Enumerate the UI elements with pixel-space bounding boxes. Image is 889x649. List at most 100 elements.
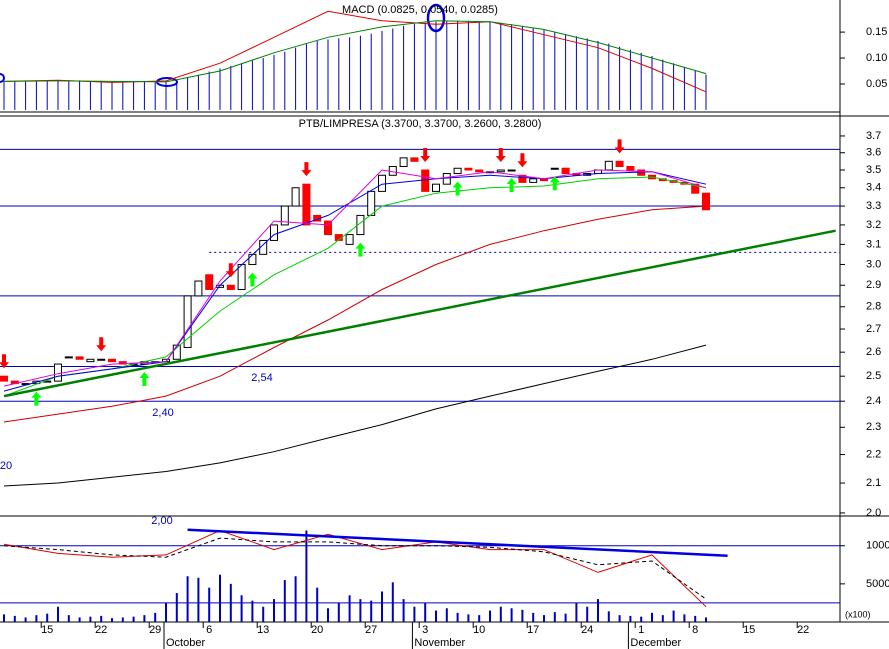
candle	[367, 190, 376, 216]
volume-bar	[607, 611, 610, 622]
volume-bar	[273, 599, 275, 622]
candle	[54, 363, 62, 382]
volume-bar	[100, 615, 103, 622]
volume-bar	[629, 615, 632, 622]
volume-bar	[35, 615, 38, 622]
month-label: December	[630, 637, 681, 649]
volume-bar	[175, 593, 178, 622]
volume-bar	[316, 587, 319, 622]
volume-bar	[391, 582, 394, 622]
x-tick-label: 15	[743, 624, 755, 636]
candle	[604, 160, 613, 171]
candle	[550, 167, 559, 170]
candle	[302, 183, 311, 226]
indicator-line	[3, 537, 707, 600]
candle	[248, 253, 257, 265]
y-tick-label: 0.15	[866, 26, 887, 38]
x-tick-label: 22	[797, 624, 809, 636]
y-tick-label: 2.2	[866, 448, 881, 460]
y-tick-label: 2.7	[866, 323, 881, 335]
volume-bar	[661, 615, 664, 622]
volume-bar	[499, 606, 502, 622]
indicator-line	[3, 176, 707, 397]
sell-arrow	[420, 148, 431, 163]
candle	[464, 167, 473, 171]
volume-bar	[586, 606, 589, 622]
sell-arrow	[614, 139, 625, 154]
candle	[280, 205, 289, 226]
level-annotation: 2,40	[152, 407, 173, 419]
x-tick-label: 6	[206, 624, 212, 636]
volume-bar	[208, 587, 211, 622]
indicator-line	[3, 169, 707, 387]
volume-bar	[305, 530, 308, 622]
y-tick-label: 3.0	[866, 258, 881, 270]
x-tick-label: 13	[257, 624, 269, 636]
volume-bar	[445, 608, 448, 622]
buy-arrow	[139, 372, 150, 387]
volume-bar	[337, 602, 340, 622]
volume-bar	[327, 608, 329, 622]
buy-arrow	[452, 181, 463, 196]
x-tick-label: 27	[365, 624, 377, 636]
sell-arrow	[301, 162, 312, 177]
volume-bar	[251, 600, 254, 622]
y-tick-label: 3.6	[866, 147, 881, 159]
sell-arrow	[225, 263, 236, 278]
sell-arrow	[0, 354, 9, 369]
x-tick-label: 29	[149, 624, 161, 636]
candle	[615, 160, 624, 168]
candle	[108, 358, 116, 363]
panel-title: PTB/LIMPRESA (3.3700, 3.3700, 3.2600, 3.…	[299, 118, 542, 130]
y-tick-label: 3.4	[866, 182, 881, 194]
volume-bar	[402, 599, 405, 622]
trend-line	[187, 528, 728, 557]
unit-label: (x100)	[845, 609, 871, 619]
y-tick-label: 2.6	[866, 346, 881, 358]
candle	[626, 166, 635, 171]
x-tick-label: 15	[41, 624, 53, 636]
candle	[529, 178, 538, 183]
volume-bar	[413, 606, 416, 622]
volume-bar	[683, 614, 686, 622]
volume-bar	[348, 595, 351, 622]
level-annotation: 2,00	[151, 515, 172, 527]
volume-bar	[3, 614, 5, 622]
volume-bar	[57, 606, 59, 622]
volume-bar	[370, 600, 373, 622]
y-tick-label: 3.5	[866, 164, 881, 176]
candle	[507, 169, 516, 172]
indicator-line	[3, 20, 707, 83]
level-annotation: 2,54	[251, 372, 272, 384]
volume-bar	[186, 576, 189, 622]
candle	[518, 174, 527, 183]
sell-arrow	[96, 337, 107, 352]
month-label: November	[414, 637, 465, 649]
volume-bar	[24, 617, 27, 622]
candle	[475, 169, 484, 173]
candle	[410, 157, 419, 162]
volume-bar	[651, 612, 653, 622]
candle	[432, 183, 440, 192]
volume-bar	[532, 612, 535, 622]
candle	[453, 167, 462, 175]
candle	[496, 169, 505, 173]
y-tick-label: 2.1	[866, 477, 881, 489]
candle	[205, 274, 214, 290]
volume-bar	[597, 599, 599, 622]
candle	[345, 234, 354, 245]
volume-bar	[640, 616, 643, 622]
volume-bar	[143, 615, 146, 622]
volume-bar	[564, 613, 567, 622]
candle	[291, 187, 300, 207]
x-tick-label: 10	[473, 624, 485, 636]
volume-bar	[111, 618, 113, 622]
volume-bar	[197, 577, 200, 622]
candle	[0, 375, 8, 382]
indicator-line	[3, 344, 707, 487]
x-tick-label: 22	[95, 624, 107, 636]
volume-bar	[478, 615, 481, 622]
indicator-line	[3, 529, 707, 608]
y-tick-label: 2.5	[866, 370, 881, 382]
